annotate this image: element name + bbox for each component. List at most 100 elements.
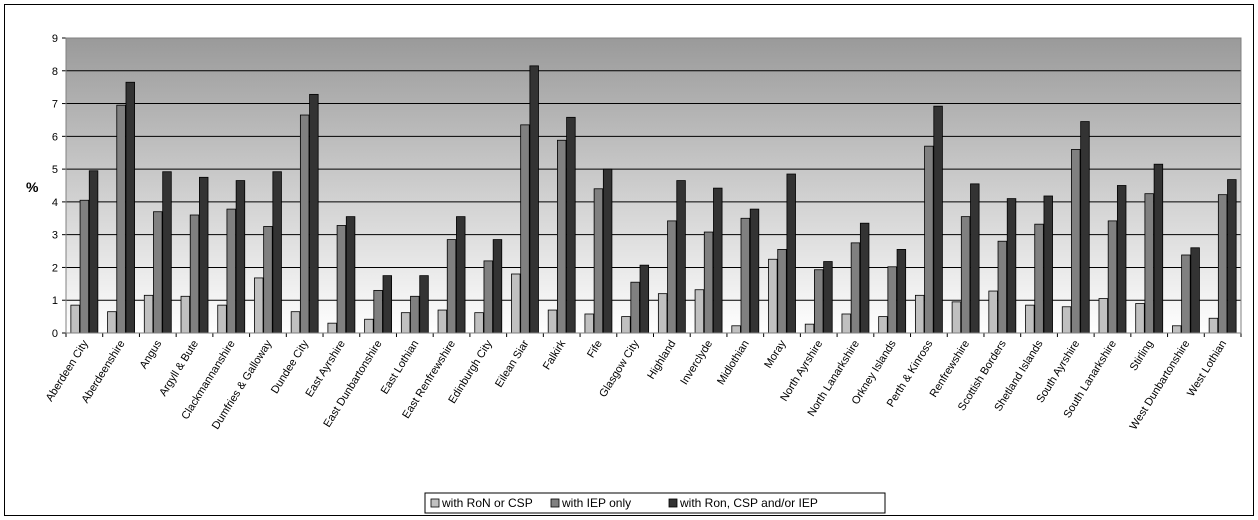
bar [263, 226, 273, 334]
bar [419, 275, 429, 334]
bar [1172, 325, 1182, 334]
bar [1080, 121, 1090, 334]
legend-swatch [430, 498, 440, 508]
bar [924, 145, 934, 334]
bar [1190, 247, 1200, 334]
bar [254, 277, 264, 334]
bar [703, 231, 714, 334]
bar [483, 260, 493, 334]
category-label: Inverclyde [678, 338, 715, 387]
bar [474, 312, 484, 334]
bar [235, 180, 246, 334]
bar [841, 313, 851, 334]
bar [850, 242, 861, 334]
bar [951, 301, 962, 334]
category-label: Moray [762, 338, 789, 371]
category-label: East Lothian [379, 338, 422, 396]
y-tick-label: 6 [52, 131, 58, 143]
category-label: Highland [645, 338, 678, 381]
bar [364, 318, 374, 334]
legend-swatch [550, 498, 560, 508]
bar [740, 217, 750, 334]
bar [1135, 303, 1145, 334]
bar [749, 208, 760, 334]
y-tick-label: 4 [52, 197, 58, 209]
bar [804, 323, 815, 334]
bar [1061, 306, 1072, 334]
bar [1034, 223, 1044, 334]
category-label: Eilean Siar [493, 338, 532, 390]
category-label: Midlothian [715, 338, 752, 387]
bar [226, 208, 236, 334]
bar [814, 269, 824, 334]
bar [520, 124, 530, 334]
bar [988, 290, 998, 334]
category-label: Dundee City [269, 338, 312, 396]
bar [272, 171, 282, 334]
bar [584, 313, 594, 334]
bar [1116, 185, 1127, 334]
y-tick-label: 2 [52, 262, 58, 274]
bar [327, 322, 337, 334]
bar [1227, 179, 1237, 334]
bar [1217, 194, 1228, 334]
bar [511, 273, 521, 334]
bar [731, 325, 741, 334]
bar [1208, 317, 1219, 334]
bar [88, 170, 99, 334]
bar [410, 295, 420, 334]
bar [456, 216, 466, 334]
bar [1098, 298, 1108, 334]
bar [694, 289, 705, 334]
bar [896, 249, 907, 334]
bar [309, 93, 319, 334]
bar [777, 249, 787, 334]
bar [657, 293, 668, 334]
bar [70, 304, 80, 334]
bar [492, 239, 503, 334]
bar [373, 289, 383, 334]
bar [143, 294, 154, 334]
category-label: Stirling [1128, 338, 1156, 373]
category-label: Falkirk [541, 338, 569, 372]
bar [162, 171, 172, 334]
bar [299, 114, 310, 334]
bar [107, 311, 117, 334]
bar [116, 104, 126, 334]
bar [382, 275, 393, 334]
legend-label: with IEP only [561, 496, 631, 510]
bar [1071, 149, 1081, 334]
y-tick-label: 1 [52, 295, 58, 307]
bar [336, 225, 347, 334]
bar [593, 188, 604, 334]
bar [217, 304, 227, 334]
bar [859, 222, 870, 334]
category-label: West Lothian [1185, 338, 1229, 399]
bar [345, 216, 356, 334]
bar [125, 81, 135, 334]
bar [630, 281, 640, 334]
bar [667, 220, 677, 334]
category-label: Angus [138, 338, 165, 371]
bar [566, 116, 576, 334]
y-tick-label: 5 [52, 164, 58, 176]
bar [529, 65, 539, 334]
bar [786, 173, 796, 334]
bar [768, 258, 778, 334]
bar [970, 183, 980, 334]
bar [1144, 193, 1154, 334]
bar [1043, 195, 1053, 334]
plot-border [65, 37, 1242, 334]
category-label: Glasgow City [597, 338, 642, 400]
bar [997, 240, 1008, 334]
y-tick-label: 7 [52, 99, 58, 111]
bar [713, 187, 723, 334]
bar [823, 261, 833, 334]
bar [290, 311, 301, 334]
legend-label: with RoN or CSP [441, 496, 533, 510]
bar [547, 309, 558, 334]
bar [557, 139, 567, 334]
bar [79, 199, 90, 334]
bar [602, 168, 613, 334]
